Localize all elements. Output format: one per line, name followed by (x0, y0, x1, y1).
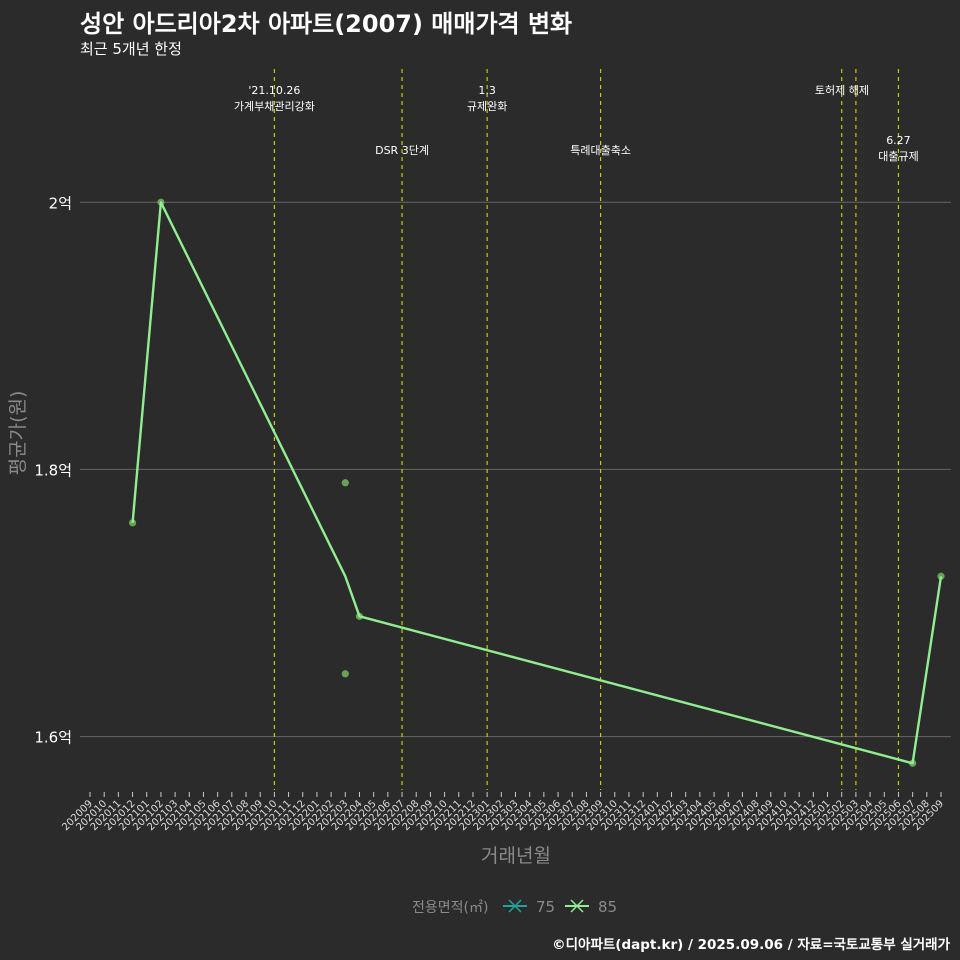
data-point (341, 479, 349, 487)
legend-label: 85 (598, 898, 617, 916)
data-point (128, 519, 137, 527)
y-axis-label: 평균가(원) (7, 391, 29, 476)
data-point (341, 670, 349, 678)
event-label: 규제완화 (467, 100, 507, 113)
event-label: 대출규제 (878, 150, 918, 163)
legend-title: 전용면적(㎡) (412, 900, 488, 916)
x-axis-label: 거래년월 (481, 845, 551, 867)
y-tick-label: 2억 (49, 194, 72, 212)
event-label: 특례대출축소 (570, 144, 631, 157)
chart-subtitle: 최근 5개년 한정 (80, 40, 182, 58)
event-label: 6.27 (886, 134, 911, 147)
y-tick-label: 1.6억 (34, 729, 72, 747)
legend-swatch-cross (508, 899, 522, 913)
series-line-85 (131, 201, 943, 765)
legend-label: 75 (536, 898, 555, 916)
data-point (937, 572, 945, 580)
event-label: 토허제 해제 (815, 83, 869, 97)
chart-title: 성안 아드리아2차 아파트(2007) 매매가격 변화 (80, 10, 573, 38)
event-label: '21.10.26 (248, 84, 300, 97)
y-tick-label: 1.8억 (34, 461, 72, 479)
legend-swatch-cross (570, 899, 584, 913)
source-caption: ©디아파트(dapt.kr) / 2025.09.06 / 자료=국토교통부 실… (552, 937, 950, 953)
event-label: 가계부채관리강화 (234, 100, 315, 113)
event-label: 1.3 (478, 84, 496, 97)
event-label: DSR 3단계 (375, 144, 429, 157)
